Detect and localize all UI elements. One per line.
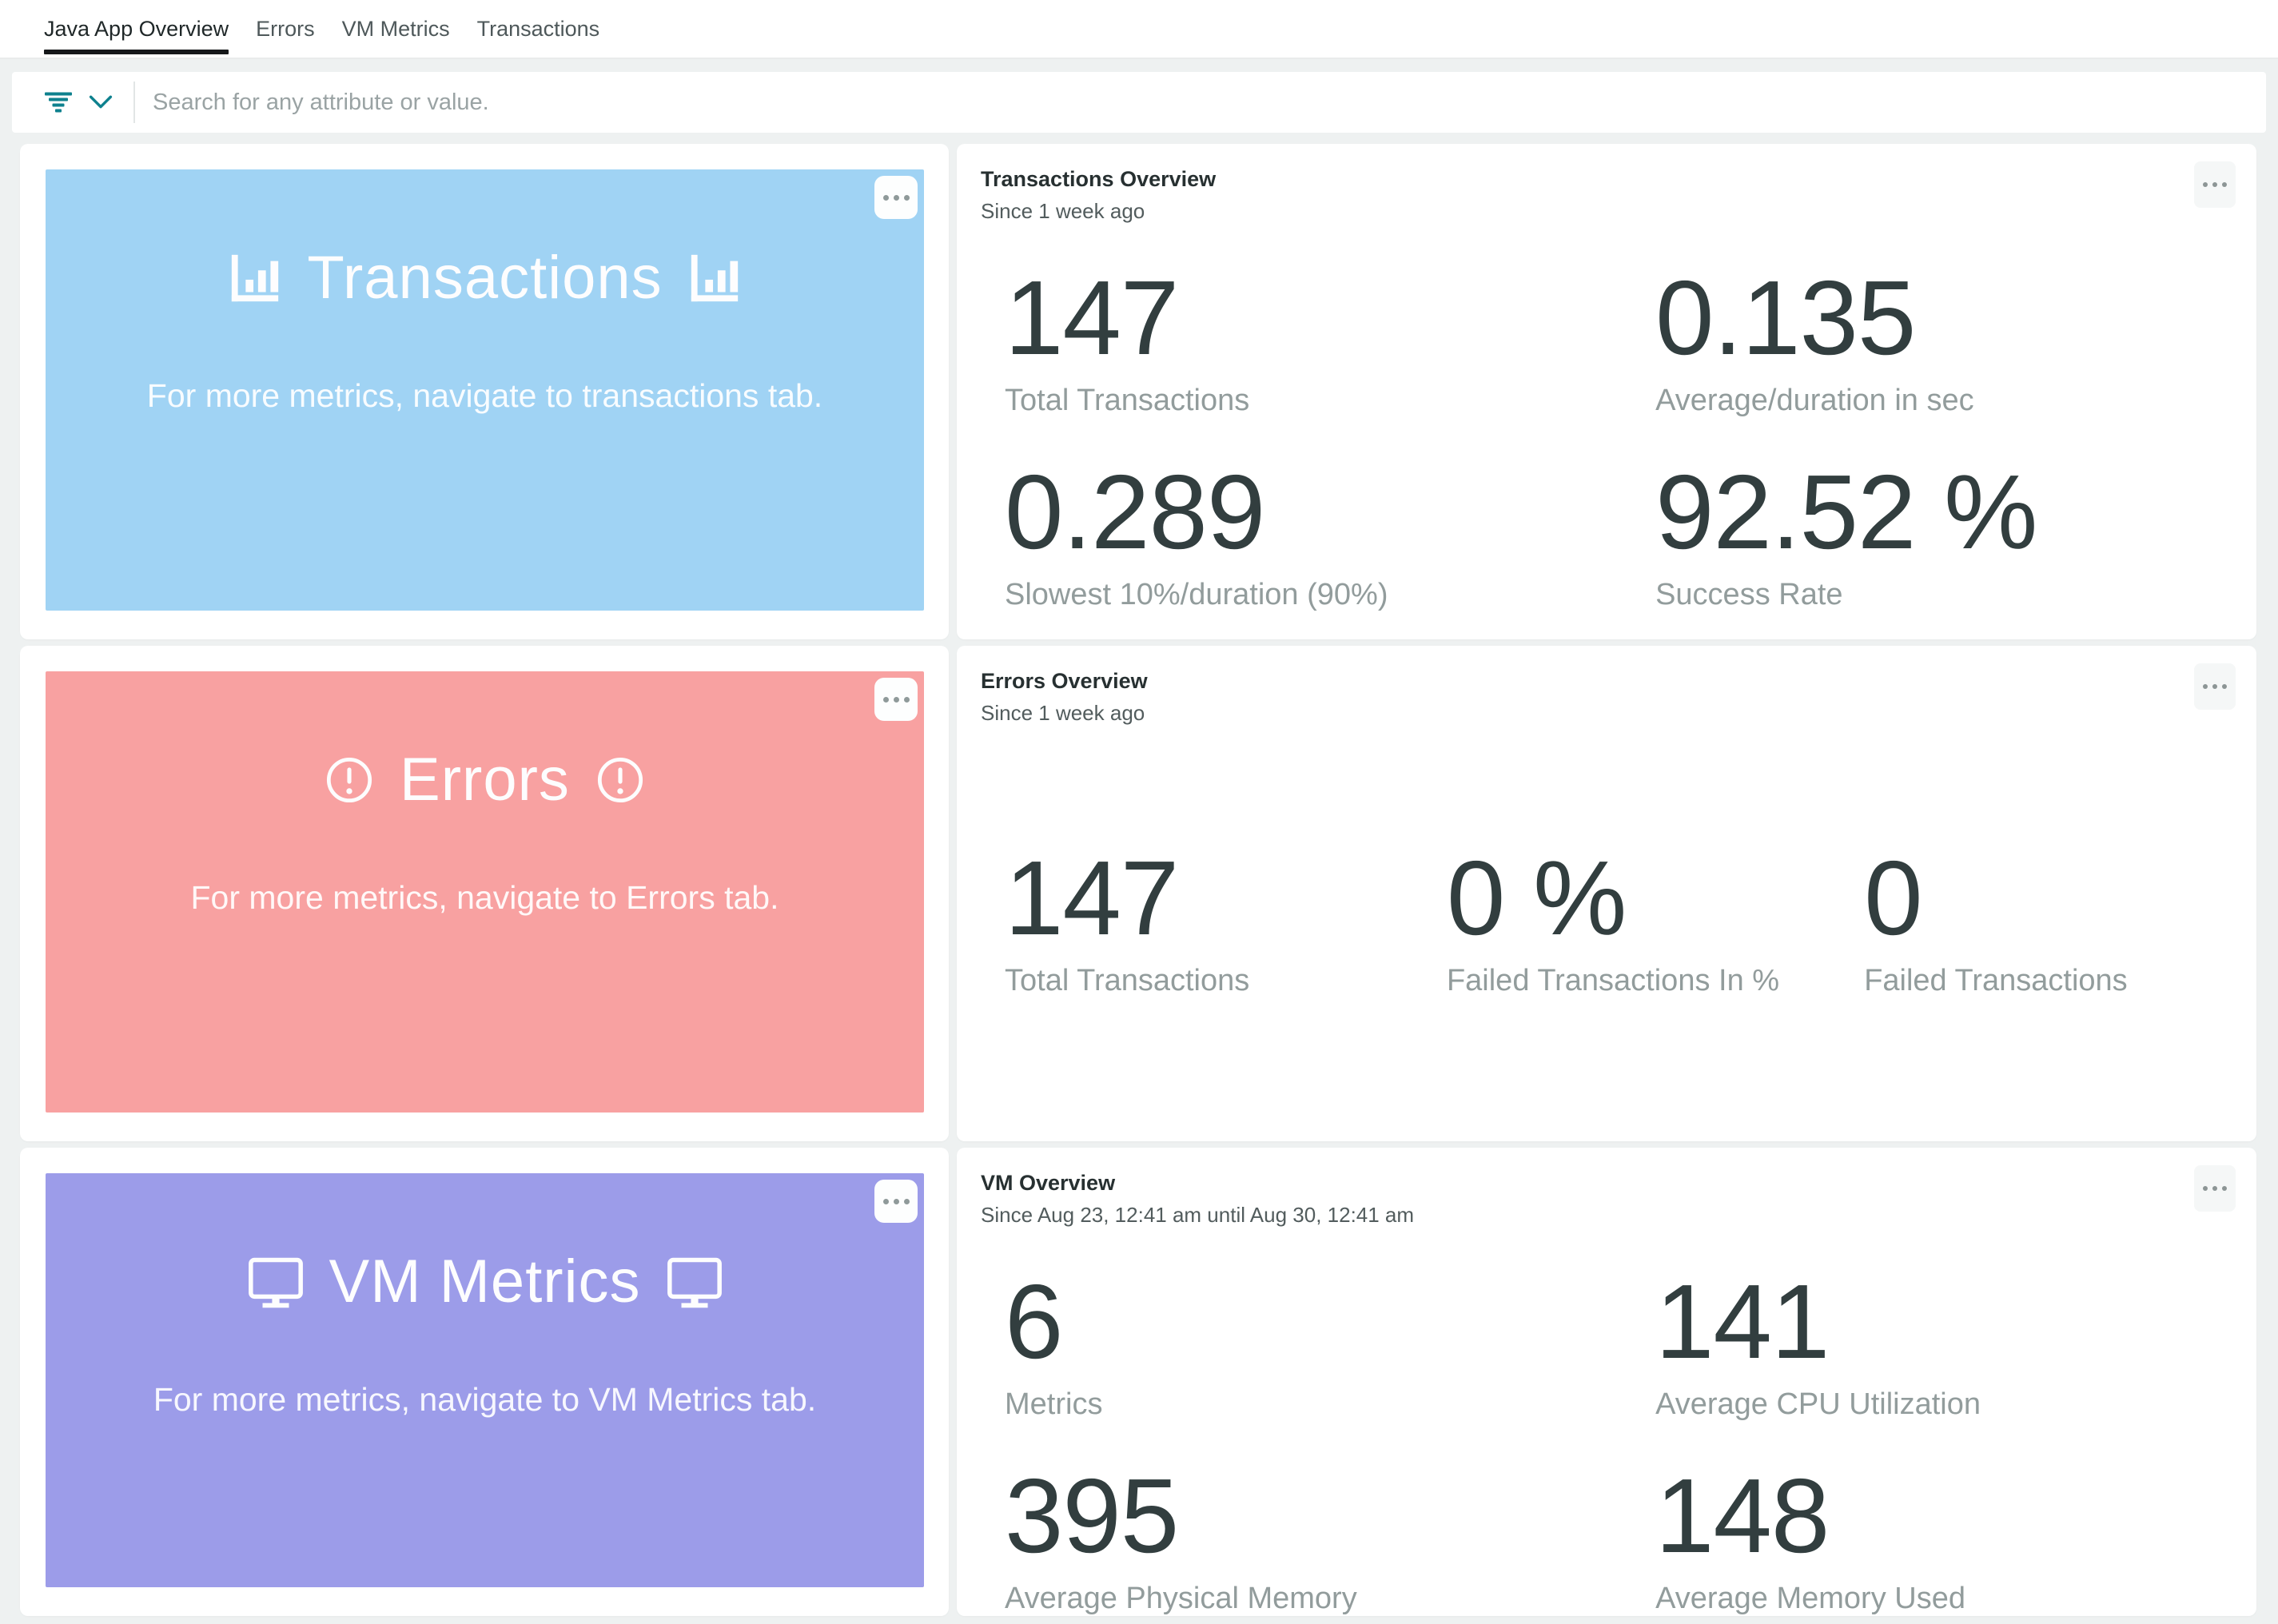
card-time-range: Since Aug 23, 12:41 am until Aug 30, 12:…	[981, 1202, 1415, 1227]
tab-errors[interactable]: Errors	[256, 0, 315, 58]
divider	[133, 82, 135, 123]
metric-label: Failed Transactions	[1864, 964, 2128, 998]
card-title: Errors Overview	[981, 669, 1148, 693]
card-title: VM Overview	[981, 1171, 1116, 1195]
metric-label: Average Physical Memory	[1005, 1582, 1357, 1616]
alert-circle-icon	[323, 754, 376, 806]
filter-funnel-icon[interactable]	[44, 92, 73, 113]
metric: 92.52 % Success Rate	[1655, 460, 2232, 612]
monitor-icon	[665, 1256, 724, 1308]
metric-value: 92.52 %	[1655, 453, 2037, 571]
metrics-row: 147 Total Transactions 0 % Failed Transa…	[1005, 846, 2232, 998]
transactions-banner: Transactions For more metrics, navigate …	[46, 169, 924, 611]
errors-overview-card: Errors Overview Since 1 week ago 147 Tot…	[957, 646, 2256, 1141]
tab-bar: Java App Overview Errors VM Metrics Tran…	[0, 0, 2278, 59]
banner-title: VM Metrics	[246, 1250, 724, 1314]
tab-label: VM Metrics	[341, 16, 450, 41]
errors-banner: Errors For more metrics, navigate to Err…	[46, 671, 924, 1113]
metrics-grid: 147 Total Transactions 0.135 Average/dur…	[1005, 265, 2232, 612]
banner-title-text: Errors	[400, 746, 570, 814]
tab-label: Transactions	[476, 16, 600, 41]
card-menu-button[interactable]	[874, 176, 918, 219]
tab-vm-metrics[interactable]: VM Metrics	[342, 0, 450, 58]
cards-grid: Transactions For more metrics, navigate …	[20, 144, 2256, 1616]
metric-value: 0	[1864, 839, 1922, 957]
vm-metrics-banner: VM Metrics For more metrics, navigate to…	[46, 1173, 924, 1587]
metric-label: Average/duration in sec	[1655, 384, 1974, 418]
card-time-range: Since 1 week ago	[981, 700, 1145, 725]
vm-overview-card: VM Overview Since Aug 23, 12:41 am until…	[957, 1148, 2256, 1616]
metric-value: 0 %	[1446, 839, 1627, 957]
banner-subtitle: For more metrics, navigate to VM Metrics…	[153, 1380, 817, 1418]
card-menu-button[interactable]	[2194, 161, 2236, 208]
monitor-icon	[246, 1256, 305, 1308]
metric-label: Total Transactions	[1005, 964, 1250, 998]
transactions-banner-card: Transactions For more metrics, navigate …	[20, 144, 949, 639]
metric: 0 % Failed Transactions In %	[1447, 846, 1864, 998]
alert-circle-icon	[594, 754, 647, 806]
card-title: Transactions Overview	[981, 167, 1217, 191]
metric: 147 Total Transactions	[1005, 265, 1655, 418]
metric-value: 0.135	[1655, 259, 1916, 377]
tab-label: Errors	[256, 16, 315, 41]
metric: 0.289 Slowest 10%/duration (90%)	[1005, 460, 1655, 612]
metric: 6 Metrics	[1005, 1269, 1655, 1422]
metric-label: Total Transactions	[1005, 384, 1250, 418]
metric-value: 147	[1005, 259, 1179, 377]
transactions-overview-card: Transactions Overview Since 1 week ago 1…	[957, 144, 2256, 639]
banner-title: Transactions	[227, 246, 742, 310]
metric-value: 0.289	[1005, 453, 1265, 571]
metric-label: Failed Transactions In %	[1446, 964, 1780, 998]
metric-value: 148	[1655, 1457, 1830, 1575]
metric-label: Metrics	[1005, 1387, 1103, 1422]
card-menu-button[interactable]	[874, 1180, 918, 1223]
metric: 0 Failed Transactions	[1864, 846, 2232, 998]
metric: 0.135 Average/duration in sec	[1655, 265, 2232, 418]
metric-value: 6	[1005, 1263, 1063, 1381]
bar-chart-icon	[227, 250, 283, 306]
metrics-grid: 6 Metrics 141 Average CPU Utilization 39…	[1005, 1269, 2232, 1616]
metric: 141 Average CPU Utilization	[1655, 1269, 2232, 1422]
card-time-range: Since 1 week ago	[981, 198, 1145, 223]
metric-label: Average CPU Utilization	[1655, 1387, 1981, 1422]
tab-transactions[interactable]: Transactions	[477, 0, 600, 58]
banner-title: Errors	[323, 748, 647, 812]
metric-value: 141	[1655, 1263, 1830, 1381]
metric-value: 147	[1005, 839, 1179, 957]
search-bar	[12, 72, 2266, 133]
card-menu-button[interactable]	[874, 678, 918, 721]
metric: 148 Average Memory Used	[1655, 1463, 2232, 1616]
metric-label: Average Memory Used	[1655, 1582, 1965, 1616]
banner-title-text: VM Metrics	[329, 1248, 641, 1316]
banner-subtitle: For more metrics, navigate to Errors tab…	[190, 878, 779, 916]
metric-label: Success Rate	[1655, 578, 1843, 612]
bar-chart-icon	[687, 250, 743, 306]
metric-label: Slowest 10%/duration (90%)	[1005, 578, 1388, 612]
metric-value: 395	[1005, 1457, 1179, 1575]
chevron-down-icon[interactable]	[89, 95, 113, 109]
card-menu-button[interactable]	[2194, 1165, 2236, 1212]
errors-banner-card: Errors For more metrics, navigate to Err…	[20, 646, 949, 1141]
vm-metrics-banner-card: VM Metrics For more metrics, navigate to…	[20, 1148, 949, 1616]
tab-java-app-overview[interactable]: Java App Overview	[44, 0, 229, 58]
metric: 395 Average Physical Memory	[1005, 1463, 1655, 1616]
metric: 147 Total Transactions	[1005, 846, 1447, 998]
search-input[interactable]	[153, 72, 2242, 133]
banner-subtitle: For more metrics, navigate to transactio…	[146, 376, 823, 414]
tab-label: Java App Overview	[44, 16, 229, 41]
card-menu-button[interactable]	[2194, 663, 2236, 710]
banner-title-text: Transactions	[307, 244, 663, 312]
